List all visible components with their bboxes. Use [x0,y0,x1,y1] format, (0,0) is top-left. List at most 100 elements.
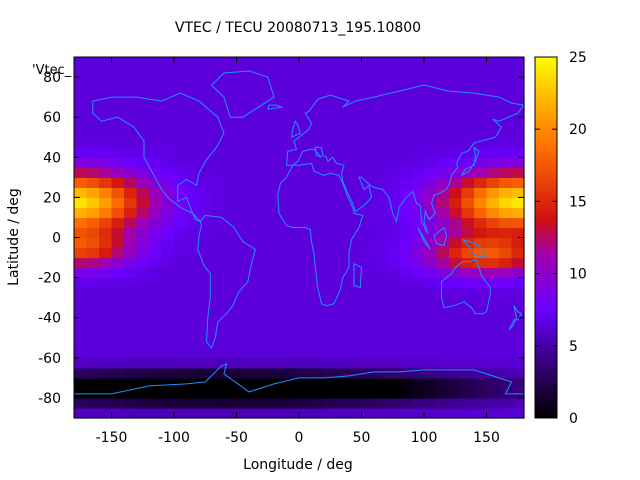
heatmap-cell [74,167,88,178]
heatmap-cell [124,247,138,259]
heatmap-cell [436,377,450,389]
heatmap-cell [499,187,513,198]
heatmap-cell [511,327,525,339]
heatmap-cell [311,227,325,239]
heatmap-cell [186,67,200,78]
heatmap-cell [161,67,175,78]
heatmap-cell [274,167,288,178]
heatmap-cell [461,107,475,118]
heatmap-cell [411,357,425,369]
heatmap-cell [249,187,263,198]
heatmap-cell [211,337,225,349]
heatmap-cell [211,257,225,269]
heatmap-cell [411,287,425,299]
heatmap-cell [374,97,388,108]
heatmap-cell [111,297,125,309]
heatmap-cell [474,277,488,289]
heatmap-cell [286,247,300,259]
heatmap-cell [511,337,525,349]
heatmap-cell [111,377,125,389]
heatmap-cell [86,227,100,239]
heatmap-cell [499,157,513,168]
coastline [291,120,301,138]
heatmap-cell [311,157,325,168]
colorbar-tick-label: 25 [569,50,587,66]
heatmap-cell [286,147,300,158]
heatmap-cell [149,287,163,299]
heatmap-cell [299,267,313,279]
heatmap-cell [211,327,225,339]
heatmap-cell [74,287,88,299]
heatmap-cell [386,157,400,168]
heatmap-cell [149,177,163,188]
heatmap-cell [86,127,100,138]
heatmap-cell [386,377,400,389]
heatmap-cell [399,357,413,369]
heatmap-cell [349,397,363,409]
heatmap-cell [161,407,175,419]
heatmap-cell [149,297,163,309]
heatmap-cell [286,377,300,389]
heatmap-cell [99,387,113,399]
heatmap-cell [249,67,263,78]
heatmap-cell [224,267,238,279]
heatmap-cell [324,287,338,299]
heatmap-cell [236,237,250,249]
heatmap-cell [411,187,425,198]
heatmap-cell [74,337,88,349]
heatmap-cell [349,267,363,279]
heatmap-cell [161,327,175,339]
heatmap-cell [86,297,100,309]
heatmap-cell [211,67,225,78]
heatmap-cell [311,77,325,88]
heatmap-cell [274,227,288,239]
heatmap-cell [211,377,225,389]
heatmap-cell [211,197,225,209]
heatmap-cell [349,317,363,329]
heatmap-cell [461,67,475,78]
heatmap-cell [411,77,425,88]
x-tick-label: -100 [158,430,190,446]
series-label: 'Vtec_ [32,63,72,78]
heatmap-cell [261,107,275,118]
coastline [433,226,448,247]
heatmap-cell [224,87,238,98]
heatmap-cell [436,327,450,339]
heatmap-cell [411,307,425,319]
heatmap-cell [361,157,375,168]
heatmap-cell [236,87,250,98]
heatmap-cell [211,207,225,219]
heatmap-cell [286,197,300,209]
heatmap-cell [361,277,375,289]
heatmap-cell [211,267,225,279]
heatmap-cell [149,227,163,239]
heatmap-cell [436,187,450,198]
heatmap-cell [211,387,225,399]
heatmap-cell [149,267,163,279]
heatmap-cell [311,337,325,349]
heatmap-cell [361,197,375,209]
heatmap-cell [486,207,500,219]
heatmap-cell [424,187,438,198]
heatmap-cell [349,307,363,319]
heatmap-cell [399,227,413,239]
heatmap-cell [499,97,513,108]
heatmap-cell [249,147,263,158]
heatmap-cell [161,377,175,389]
heatmap-cell [411,367,425,379]
heatmap-cell [311,177,325,188]
heatmap-cell [99,247,113,259]
heatmap-cell [111,117,125,128]
heatmap-cell [224,97,238,108]
heatmap-cell [186,287,200,299]
heatmap-cell [99,287,113,299]
heatmap-cell [261,397,275,409]
heatmap-cell [499,237,513,249]
heatmap-cell [199,147,213,158]
heatmap-cell [474,127,488,138]
heatmap-cell [199,117,213,128]
heatmap-cell [99,87,113,98]
heatmap-cell [361,397,375,409]
heatmap-cell [299,167,313,178]
heatmap-cell [511,237,525,249]
